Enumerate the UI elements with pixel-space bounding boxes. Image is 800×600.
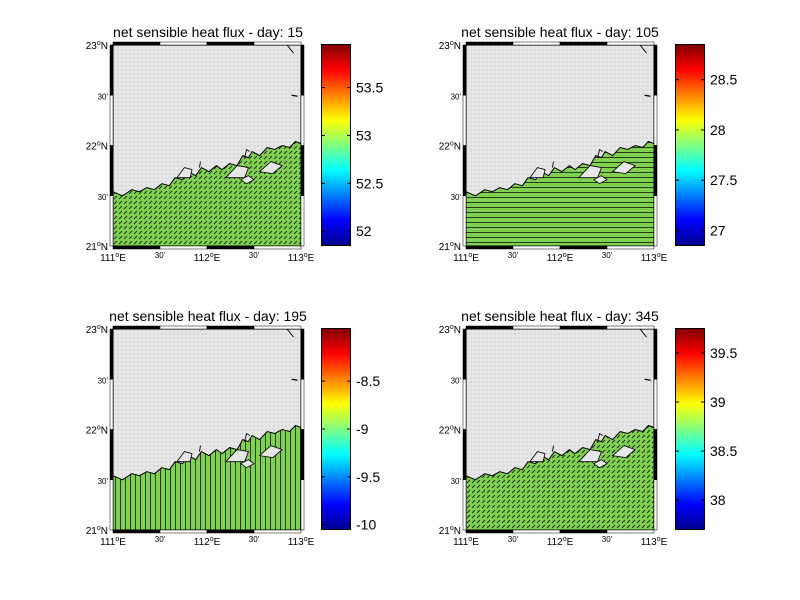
colorbar-tick-label: 53 [356,127,372,143]
colorbar-tick-label: 53.5 [356,80,383,96]
sea-field [113,141,301,246]
lat-label: 30' [98,92,109,101]
lon-label: 30' [155,251,166,260]
lon-label: 30' [602,251,613,260]
lon-label: 30' [508,535,519,544]
colorbar-tick-label: 39.5 [710,345,737,361]
lon-label: 112oE [547,252,574,264]
lon-label: 30' [249,535,260,544]
island [224,165,249,179]
lat-label: 21oN [439,241,461,253]
island [529,167,546,179]
colorbar-tick-label: 38 [710,492,726,508]
colorbar-tick-label: 28 [710,122,726,138]
lat-label: 30' [451,92,462,101]
island [611,161,636,175]
panel-title: net sensible heat flux - day: 105 [461,24,659,40]
lon-label: 30' [508,251,519,260]
lon-label: 112oE [194,536,221,548]
lon-label: 113oE [641,536,668,548]
sea-field [466,141,654,246]
lon-label: 112oE [547,536,574,548]
colorbar-tick-label: 38.5 [710,443,737,459]
lon-label: 112oE [194,252,221,264]
lon-label: 30' [602,535,613,544]
island [240,459,255,469]
island [577,165,602,179]
island [258,445,283,459]
lon-label: 30' [155,535,166,544]
colorbar-tick-label: -8.5 [356,373,380,389]
lat-label: 30' [451,376,462,385]
lon-label: 111oE [100,536,126,548]
colorbar: -8.5 -9 -9.5 -10 [321,328,380,531]
lon-label: 30' [249,251,260,260]
lat-label: 30' [451,477,462,486]
lat-label: 22oN [86,425,108,437]
lon-label: 111oE [453,252,479,264]
colorbar-tick-label: -9.5 [356,469,380,485]
lon-label: 111oE [453,536,479,548]
colorbar-tick-label: -10 [356,517,376,531]
colorbar: 39.5 39 38.5 38 [675,328,737,530]
panel-title: net sensible heat flux - day: 345 [461,308,659,324]
island [577,449,602,463]
lat-label: 21oN [86,525,108,537]
lat-label: 22oN [86,141,108,153]
lat-label: 30' [98,477,109,486]
lat-label: 21oN [439,525,461,537]
lon-label: 111oE [100,252,126,264]
island [611,445,636,459]
lat-label: 23oN [439,40,461,52]
island [529,451,546,463]
sea-field [113,425,301,530]
lat-label: 23oN [439,324,461,336]
colorbar: 53.5 53 52.5 52 [321,44,383,246]
lon-label: 113oE [288,252,315,264]
colorbar-tick-label: 39 [710,394,726,410]
lat-label: 30' [451,193,462,202]
island [224,449,249,463]
island [240,175,255,185]
island [176,451,193,463]
lat-label: 21oN [86,241,108,253]
lat-label: 23oN [86,324,108,336]
lat-label: 30' [98,376,109,385]
panel-title: net sensible heat flux - day: 195 [109,308,307,324]
lon-label: 113oE [641,252,668,264]
lat-label: 23oN [86,40,108,52]
colorbar-tick-label: 27 [710,222,726,238]
colorbar: 28.5 28 27.5 27 [675,44,737,246]
island [593,175,608,185]
island [176,167,193,179]
lat-label: 22oN [439,425,461,437]
colorbar-tick-label: -9 [356,421,369,437]
lat-label: 30' [98,193,109,202]
colorbar-tick-label: 52.5 [356,175,383,191]
colorbar-tick-label: 28.5 [710,72,737,88]
sea-field [466,425,654,530]
panel-title: net sensible heat flux - day: 15 [113,24,303,40]
lon-label: 113oE [288,536,315,548]
colorbar-tick-label: 52 [356,223,372,239]
colorbar-tick-label: 27.5 [710,172,737,188]
lat-label: 22oN [439,141,461,153]
island [593,459,608,469]
island [258,161,283,175]
